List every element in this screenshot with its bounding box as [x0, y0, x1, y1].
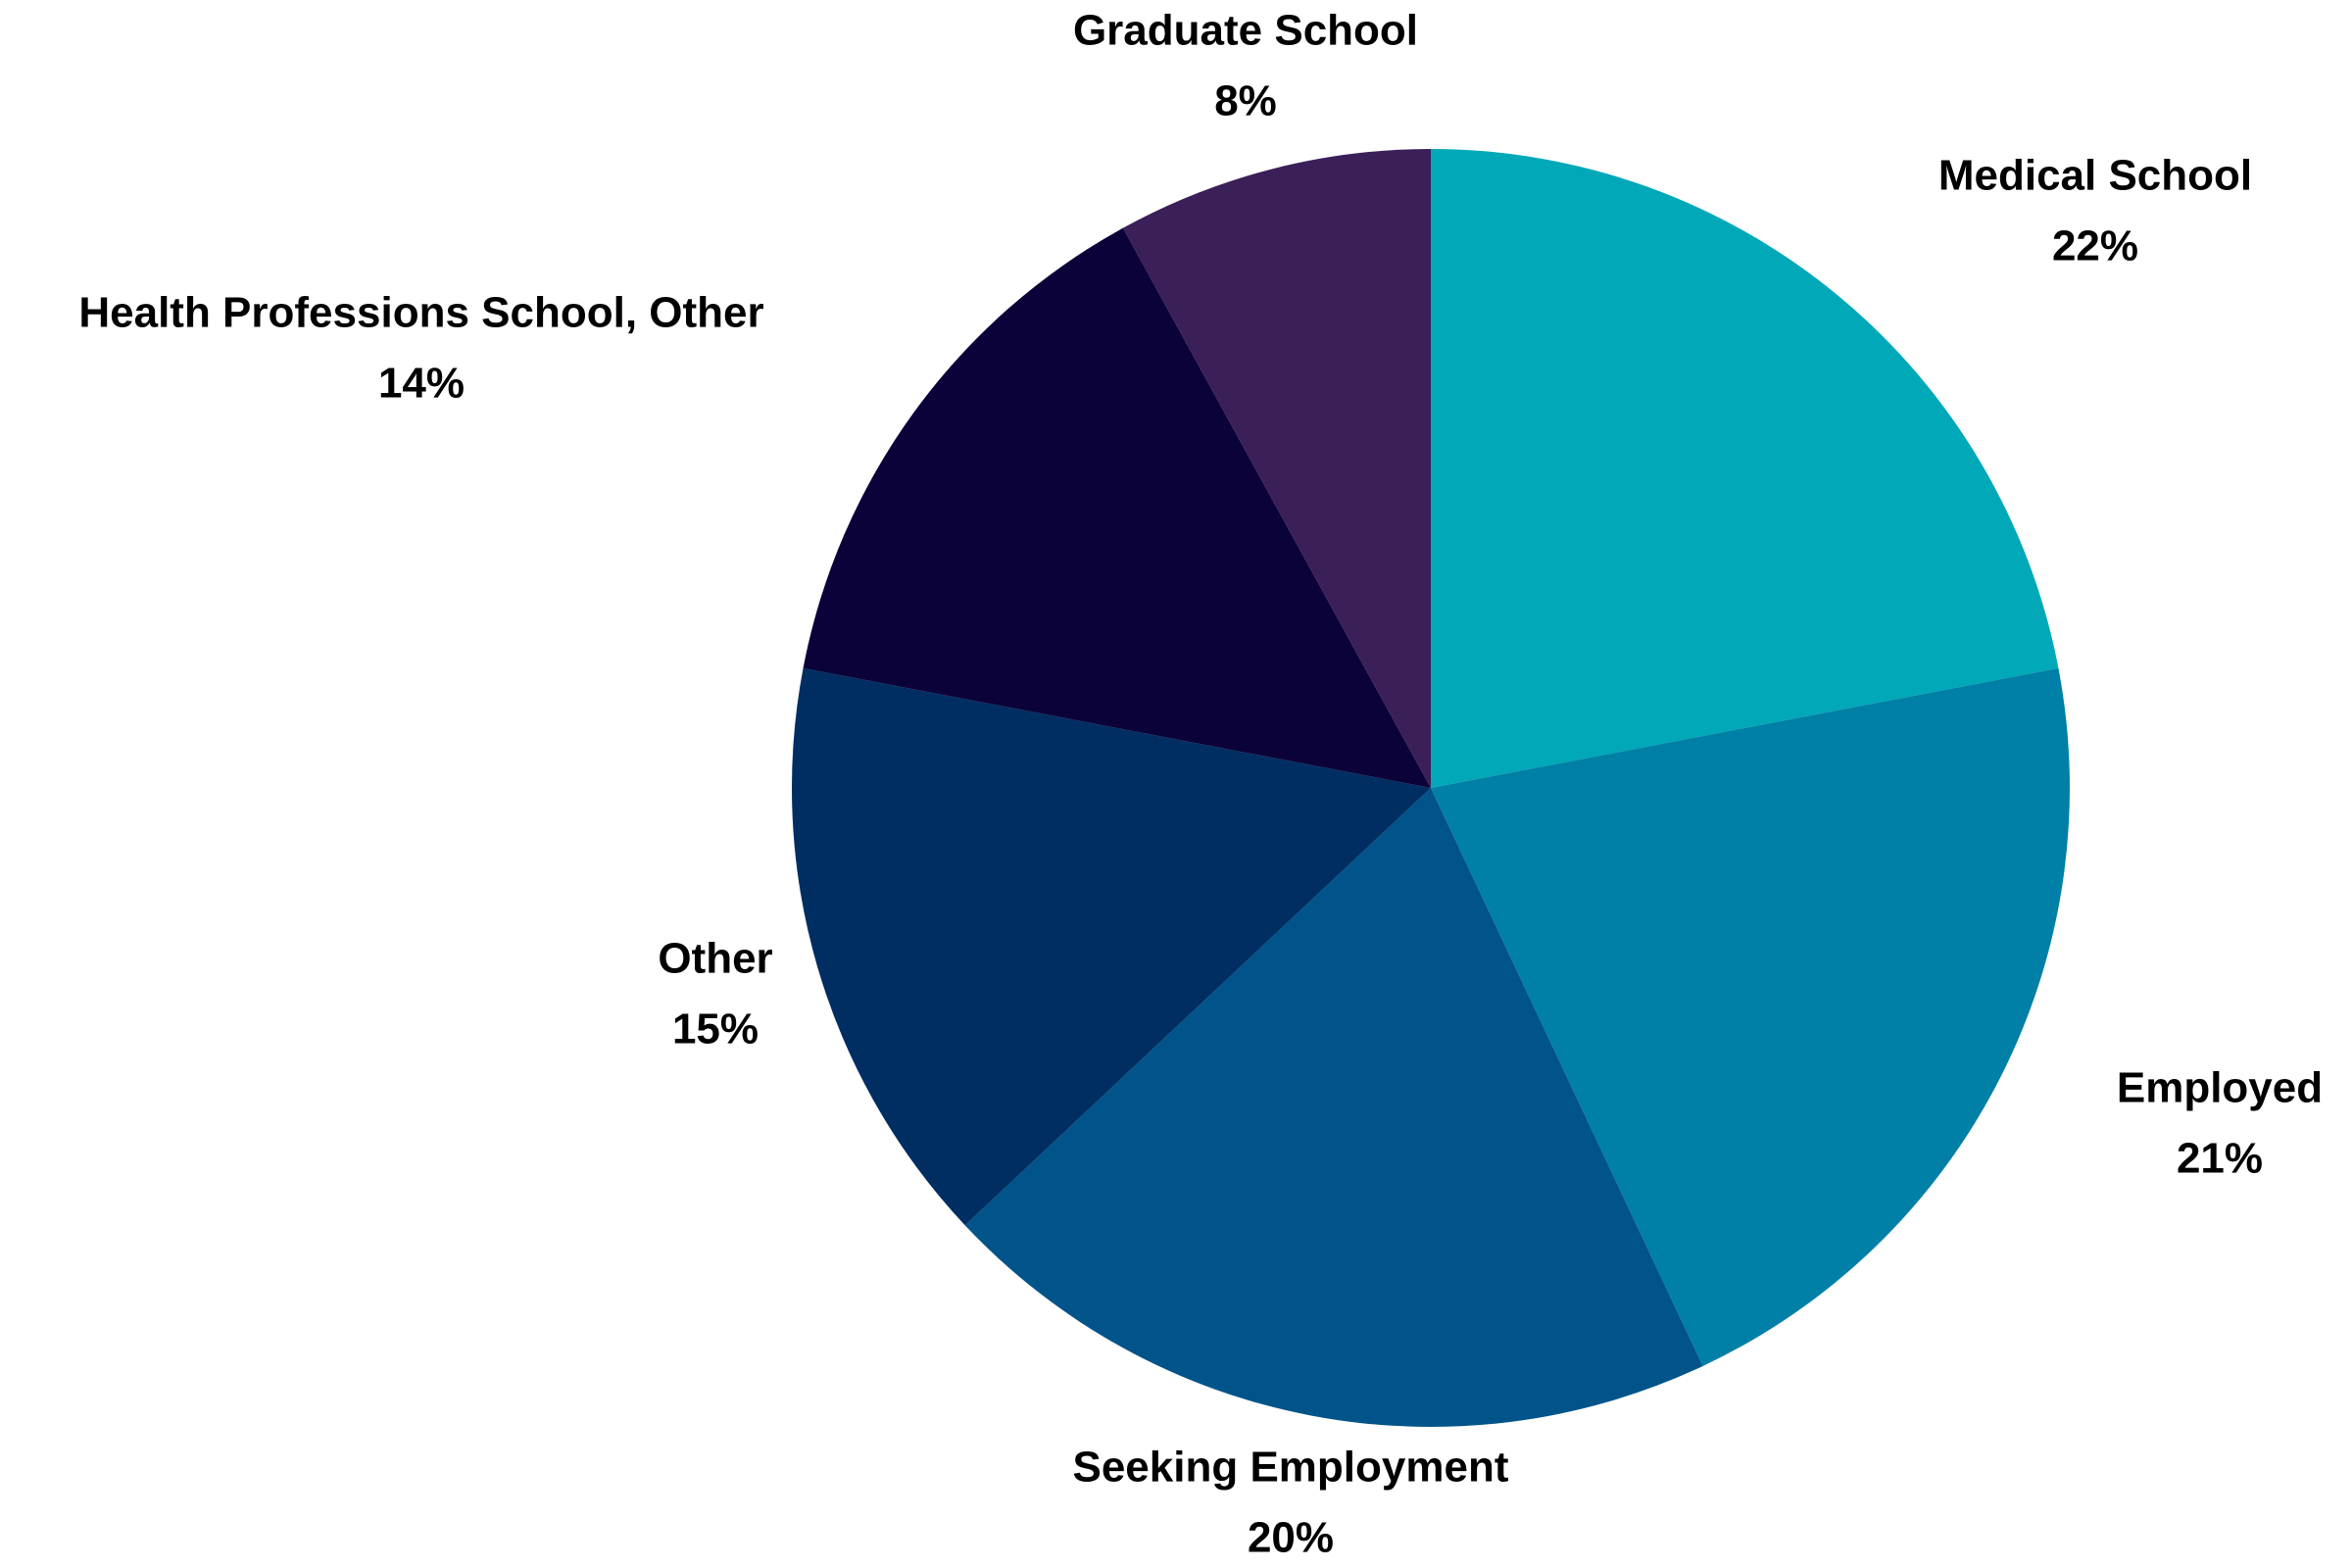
slice-value-label: 21%: [2177, 1135, 2263, 1183]
slice-label: Seeking Employment: [1072, 1444, 1508, 1492]
slice-value-label: 14%: [378, 360, 465, 408]
slice-value-label: 22%: [2052, 222, 2138, 270]
slice-value-label: 15%: [672, 1005, 759, 1054]
pie-slice: [1431, 667, 2070, 1366]
slice-value-label: 8%: [1214, 77, 1277, 125]
slice-label: Medical School: [1938, 152, 2252, 200]
pie-slice: [1431, 149, 2059, 788]
slice-label: Graduate School: [1073, 7, 1418, 55]
pie-slice: [964, 788, 1703, 1428]
slice-label: Health Professions School, Other: [78, 289, 763, 337]
pie-slice: [803, 227, 1431, 788]
pie-slice: [1122, 149, 1431, 788]
slice-label: Employed: [2117, 1064, 2323, 1112]
slice-label: Other: [658, 935, 772, 983]
pie-slice: [791, 667, 1431, 1226]
slice-value-label: 20%: [1248, 1514, 1334, 1562]
